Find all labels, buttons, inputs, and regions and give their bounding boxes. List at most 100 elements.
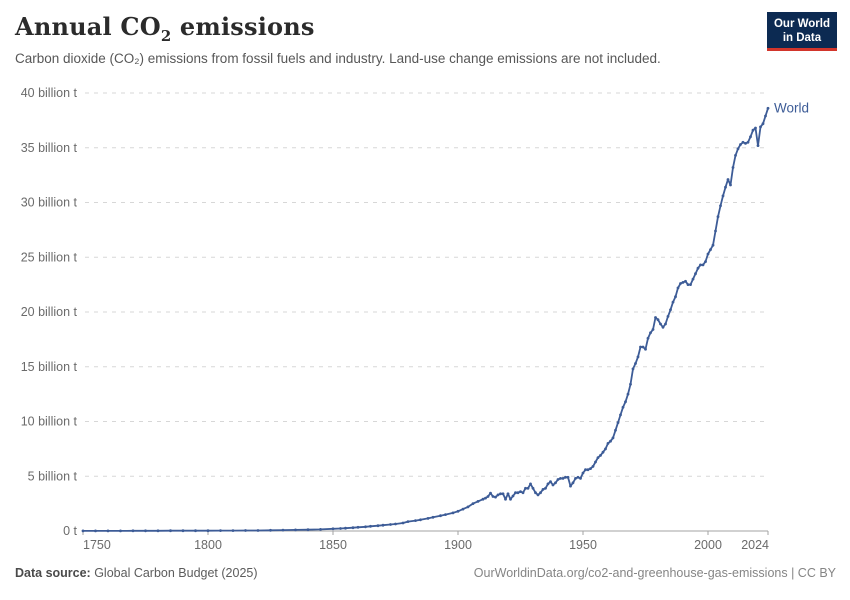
data-point-marker[interactable]	[639, 345, 642, 349]
data-point-marker[interactable]	[734, 154, 737, 157]
data-point-marker[interactable]	[156, 529, 160, 533]
series-label-world[interactable]: World	[774, 100, 809, 115]
data-point-marker[interactable]	[519, 490, 522, 493]
data-point-marker[interactable]	[564, 475, 567, 479]
data-point-marker[interactable]	[621, 405, 625, 409]
data-point-marker[interactable]	[506, 492, 510, 496]
data-point-marker[interactable]	[206, 529, 210, 533]
data-point-marker[interactable]	[456, 509, 460, 513]
data-point-marker[interactable]	[701, 263, 705, 267]
data-point-marker[interactable]	[551, 483, 555, 487]
data-point-marker[interactable]	[351, 526, 355, 530]
data-point-marker[interactable]	[574, 477, 577, 480]
data-point-marker[interactable]	[729, 183, 732, 187]
data-point-marker[interactable]	[716, 215, 720, 219]
data-point-marker[interactable]	[106, 529, 110, 533]
credit-link[interactable]: OurWorldinData.org/co2-and-greenhouse-ga…	[473, 566, 836, 580]
data-point-marker[interactable]	[669, 308, 672, 312]
data-point-marker[interactable]	[394, 522, 397, 526]
data-point-marker[interactable]	[81, 529, 85, 533]
data-point-marker[interactable]	[651, 328, 655, 331]
data-point-marker[interactable]	[691, 277, 695, 281]
data-point-marker[interactable]	[736, 147, 740, 151]
data-point-marker[interactable]	[631, 367, 635, 371]
data-point-marker[interactable]	[356, 525, 360, 529]
data-point-marker[interactable]	[759, 125, 762, 129]
data-point-marker[interactable]	[576, 475, 580, 479]
data-point-marker[interactable]	[714, 229, 717, 233]
data-point-marker[interactable]	[749, 135, 752, 139]
data-point-marker[interactable]	[649, 331, 652, 335]
data-point-marker[interactable]	[746, 140, 750, 144]
data-point-marker[interactable]	[339, 527, 342, 530]
data-point-marker[interactable]	[389, 523, 392, 526]
data-point-marker[interactable]	[699, 263, 702, 267]
data-point-marker[interactable]	[511, 494, 515, 498]
data-point-marker[interactable]	[94, 529, 97, 533]
data-point-marker[interactable]	[606, 442, 610, 445]
data-point-marker[interactable]	[744, 142, 747, 145]
data-point-marker[interactable]	[634, 362, 637, 365]
data-point-marker[interactable]	[524, 486, 527, 490]
data-point-marker[interactable]	[594, 460, 597, 464]
data-point-marker[interactable]	[231, 529, 235, 532]
data-point-marker[interactable]	[756, 144, 760, 148]
data-point-marker[interactable]	[414, 519, 417, 522]
data-point-marker[interactable]	[501, 492, 505, 496]
world-line-series[interactable]	[83, 108, 769, 532]
data-point-marker[interactable]	[344, 526, 347, 530]
data-point-marker[interactable]	[569, 484, 572, 488]
data-point-marker[interactable]	[504, 497, 507, 501]
data-point-marker[interactable]	[486, 495, 490, 498]
data-point-marker[interactable]	[641, 345, 645, 349]
data-point-marker[interactable]	[766, 106, 770, 110]
data-point-marker[interactable]	[741, 140, 745, 144]
data-point-marker[interactable]	[596, 456, 600, 459]
data-point-marker[interactable]	[531, 486, 535, 490]
data-point-marker[interactable]	[144, 529, 147, 533]
data-point-marker[interactable]	[364, 525, 367, 529]
data-point-marker[interactable]	[494, 495, 497, 499]
data-point-marker[interactable]	[751, 128, 755, 132]
data-point-marker[interactable]	[664, 322, 667, 326]
data-point-marker[interactable]	[539, 491, 542, 495]
data-point-marker[interactable]	[629, 382, 632, 386]
data-point-marker[interactable]	[731, 166, 735, 169]
data-point-marker[interactable]	[676, 286, 680, 290]
data-point-marker[interactable]	[754, 126, 757, 130]
data-point-marker[interactable]	[484, 496, 487, 500]
data-point-marker[interactable]	[614, 428, 617, 432]
data-point-marker[interactable]	[601, 450, 605, 454]
data-point-marker[interactable]	[616, 421, 620, 424]
data-point-marker[interactable]	[764, 114, 767, 118]
data-point-marker[interactable]	[644, 347, 647, 351]
data-point-marker[interactable]	[646, 336, 650, 340]
data-point-marker[interactable]	[319, 528, 322, 531]
data-point-marker[interactable]	[256, 529, 260, 532]
data-point-marker[interactable]	[489, 491, 492, 495]
data-point-marker[interactable]	[696, 266, 700, 270]
data-point-marker[interactable]	[656, 318, 660, 322]
data-point-marker[interactable]	[516, 491, 520, 495]
data-point-marker[interactable]	[694, 272, 697, 276]
data-point-marker[interactable]	[331, 527, 335, 531]
data-point-marker[interactable]	[294, 528, 297, 532]
data-point-marker[interactable]	[556, 478, 560, 481]
data-point-marker[interactable]	[529, 482, 532, 486]
data-point-marker[interactable]	[681, 281, 685, 284]
data-point-marker[interactable]	[269, 528, 272, 532]
data-point-marker[interactable]	[369, 524, 372, 528]
data-point-marker[interactable]	[119, 529, 122, 533]
data-point-marker[interactable]	[566, 475, 570, 479]
data-point-marker[interactable]	[709, 248, 712, 252]
data-point-marker[interactable]	[281, 528, 285, 532]
data-point-marker[interactable]	[761, 122, 765, 126]
data-point-marker[interactable]	[726, 178, 730, 181]
data-point-marker[interactable]	[419, 518, 422, 522]
data-point-marker[interactable]	[426, 517, 430, 520]
data-point-marker[interactable]	[376, 524, 380, 528]
data-point-marker[interactable]	[684, 279, 687, 283]
data-point-marker[interactable]	[689, 283, 692, 286]
data-point-marker[interactable]	[721, 194, 725, 198]
data-point-marker[interactable]	[611, 436, 615, 440]
